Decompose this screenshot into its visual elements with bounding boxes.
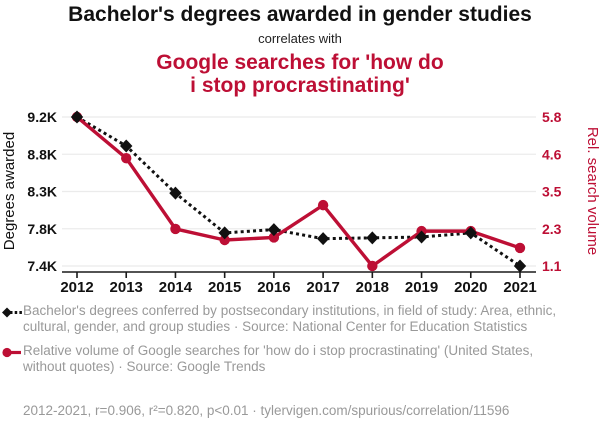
svg-text:Degrees awarded: Degrees awarded <box>1 132 18 250</box>
svg-text:2014: 2014 <box>159 279 193 296</box>
svg-text:2019: 2019 <box>405 279 438 296</box>
chart-title: Bachelor's degrees awarded in gender stu… <box>68 3 532 26</box>
svg-text:2015: 2015 <box>208 279 241 296</box>
red-title: Google searches for 'how do i stop procr… <box>0 51 600 97</box>
chart-canvas: 2012 2013 2014 2015 2016 2017 2018 2019 2020 2021… <box>1 109 600 296</box>
svg-text:1.1: 1.1 <box>542 258 562 274</box>
black-series-marker-icon <box>2 303 23 322</box>
svg-text:2021: 2021 <box>503 279 536 296</box>
stats-and-source-line: 2012-2021, r=0.906, r²=0.820, p<0.01 · t… <box>23 403 510 418</box>
svg-text:2018: 2018 <box>356 279 389 296</box>
red-series-marker-icon <box>2 343 23 362</box>
legend-item-label: Bachelor's degrees conferred by postseco… <box>23 303 557 334</box>
chart-legend: Bachelor's degrees conferred by postseco… <box>2 303 578 383</box>
svg-text:4.6: 4.6 <box>542 146 562 162</box>
svg-text:5.8: 5.8 <box>542 109 562 125</box>
red-title-line-2: i stop procrastinating' <box>190 74 410 97</box>
svg-text:2013: 2013 <box>110 279 143 296</box>
svg-text:3.5: 3.5 <box>542 184 562 200</box>
correlates-with-label: correlates with <box>258 31 342 46</box>
svg-text:Rel. search volume: Rel. search volume <box>584 127 600 255</box>
svg-text:8.3K: 8.3K <box>27 184 57 200</box>
svg-text:2.3: 2.3 <box>542 221 562 237</box>
svg-text:7.8K: 7.8K <box>27 221 57 237</box>
svg-text:2017: 2017 <box>306 279 339 296</box>
svg-text:8.8K: 8.8K <box>27 146 57 162</box>
svg-text:2020: 2020 <box>454 279 487 296</box>
svg-text:9.2K: 9.2K <box>27 109 57 125</box>
legend-item-label: Relative volume of Google searches for '… <box>23 343 534 374</box>
svg-text:7.4K: 7.4K <box>27 258 57 274</box>
svg-text:2012: 2012 <box>60 279 93 296</box>
chart-area: 2012 2013 2014 2015 2016 2017 2018 2019 2020 2021… <box>0 100 600 300</box>
legend-item: Relative volume of Google searches for '… <box>2 343 578 375</box>
red-title-line-1: Google searches for 'how do <box>156 51 444 74</box>
legend-item: Bachelor's degrees conferred by postseco… <box>2 303 578 335</box>
svg-text:2016: 2016 <box>257 279 290 296</box>
